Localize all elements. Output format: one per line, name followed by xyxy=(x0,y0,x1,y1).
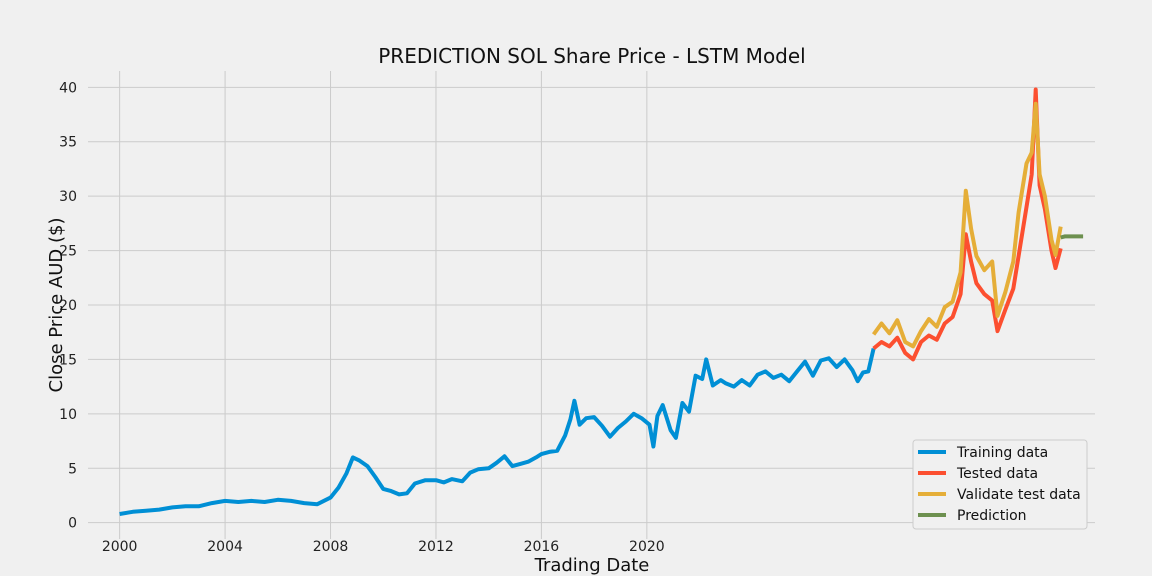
x-tick-label: 2020 xyxy=(629,539,665,555)
chart-title: PREDICTION SOL Share Price - LSTM Model xyxy=(378,44,805,68)
legend-box xyxy=(912,439,1088,530)
series-line-training-data xyxy=(119,348,876,516)
y-tick-label: 20 xyxy=(59,298,77,314)
y-tick-label: 25 xyxy=(59,244,77,260)
y-tick-label: 30 xyxy=(59,189,77,205)
legend-label: Training data xyxy=(956,445,1048,461)
legend-label: Validate test data xyxy=(957,487,1081,503)
series-line-prediction xyxy=(1060,234,1084,240)
grid xyxy=(88,71,1095,539)
series-layer xyxy=(119,87,1084,516)
legend-label: Tested data xyxy=(956,466,1038,482)
x-axis-label: Trading Date xyxy=(534,555,650,576)
x-tick-label: 2004 xyxy=(207,539,243,555)
y-axis-ticks: 0 5 10 15 20 25 30 35 40 xyxy=(59,80,77,531)
series-line-validate-test-data xyxy=(871,101,1063,349)
x-tick-label: 2000 xyxy=(102,539,138,555)
x-tick-label: 2012 xyxy=(418,539,454,555)
y-axis-label: Close Price AUD ($) xyxy=(46,218,67,393)
x-tick-label: 2016 xyxy=(524,539,560,555)
y-tick-label: 10 xyxy=(59,407,77,423)
x-axis-ticks: 2000 2004 2008 2012 2016 2020 xyxy=(102,539,665,555)
y-tick-label: 5 xyxy=(68,461,77,477)
y-tick-label: 35 xyxy=(59,135,77,151)
x-tick-label: 2008 xyxy=(313,539,349,555)
y-tick-label: 40 xyxy=(59,80,77,96)
y-tick-label: 0 xyxy=(68,516,77,532)
y-tick-label: 15 xyxy=(59,352,77,368)
legend-label: Prediction xyxy=(957,508,1027,524)
legend: Training data Tested data Validate test da… xyxy=(912,439,1088,530)
